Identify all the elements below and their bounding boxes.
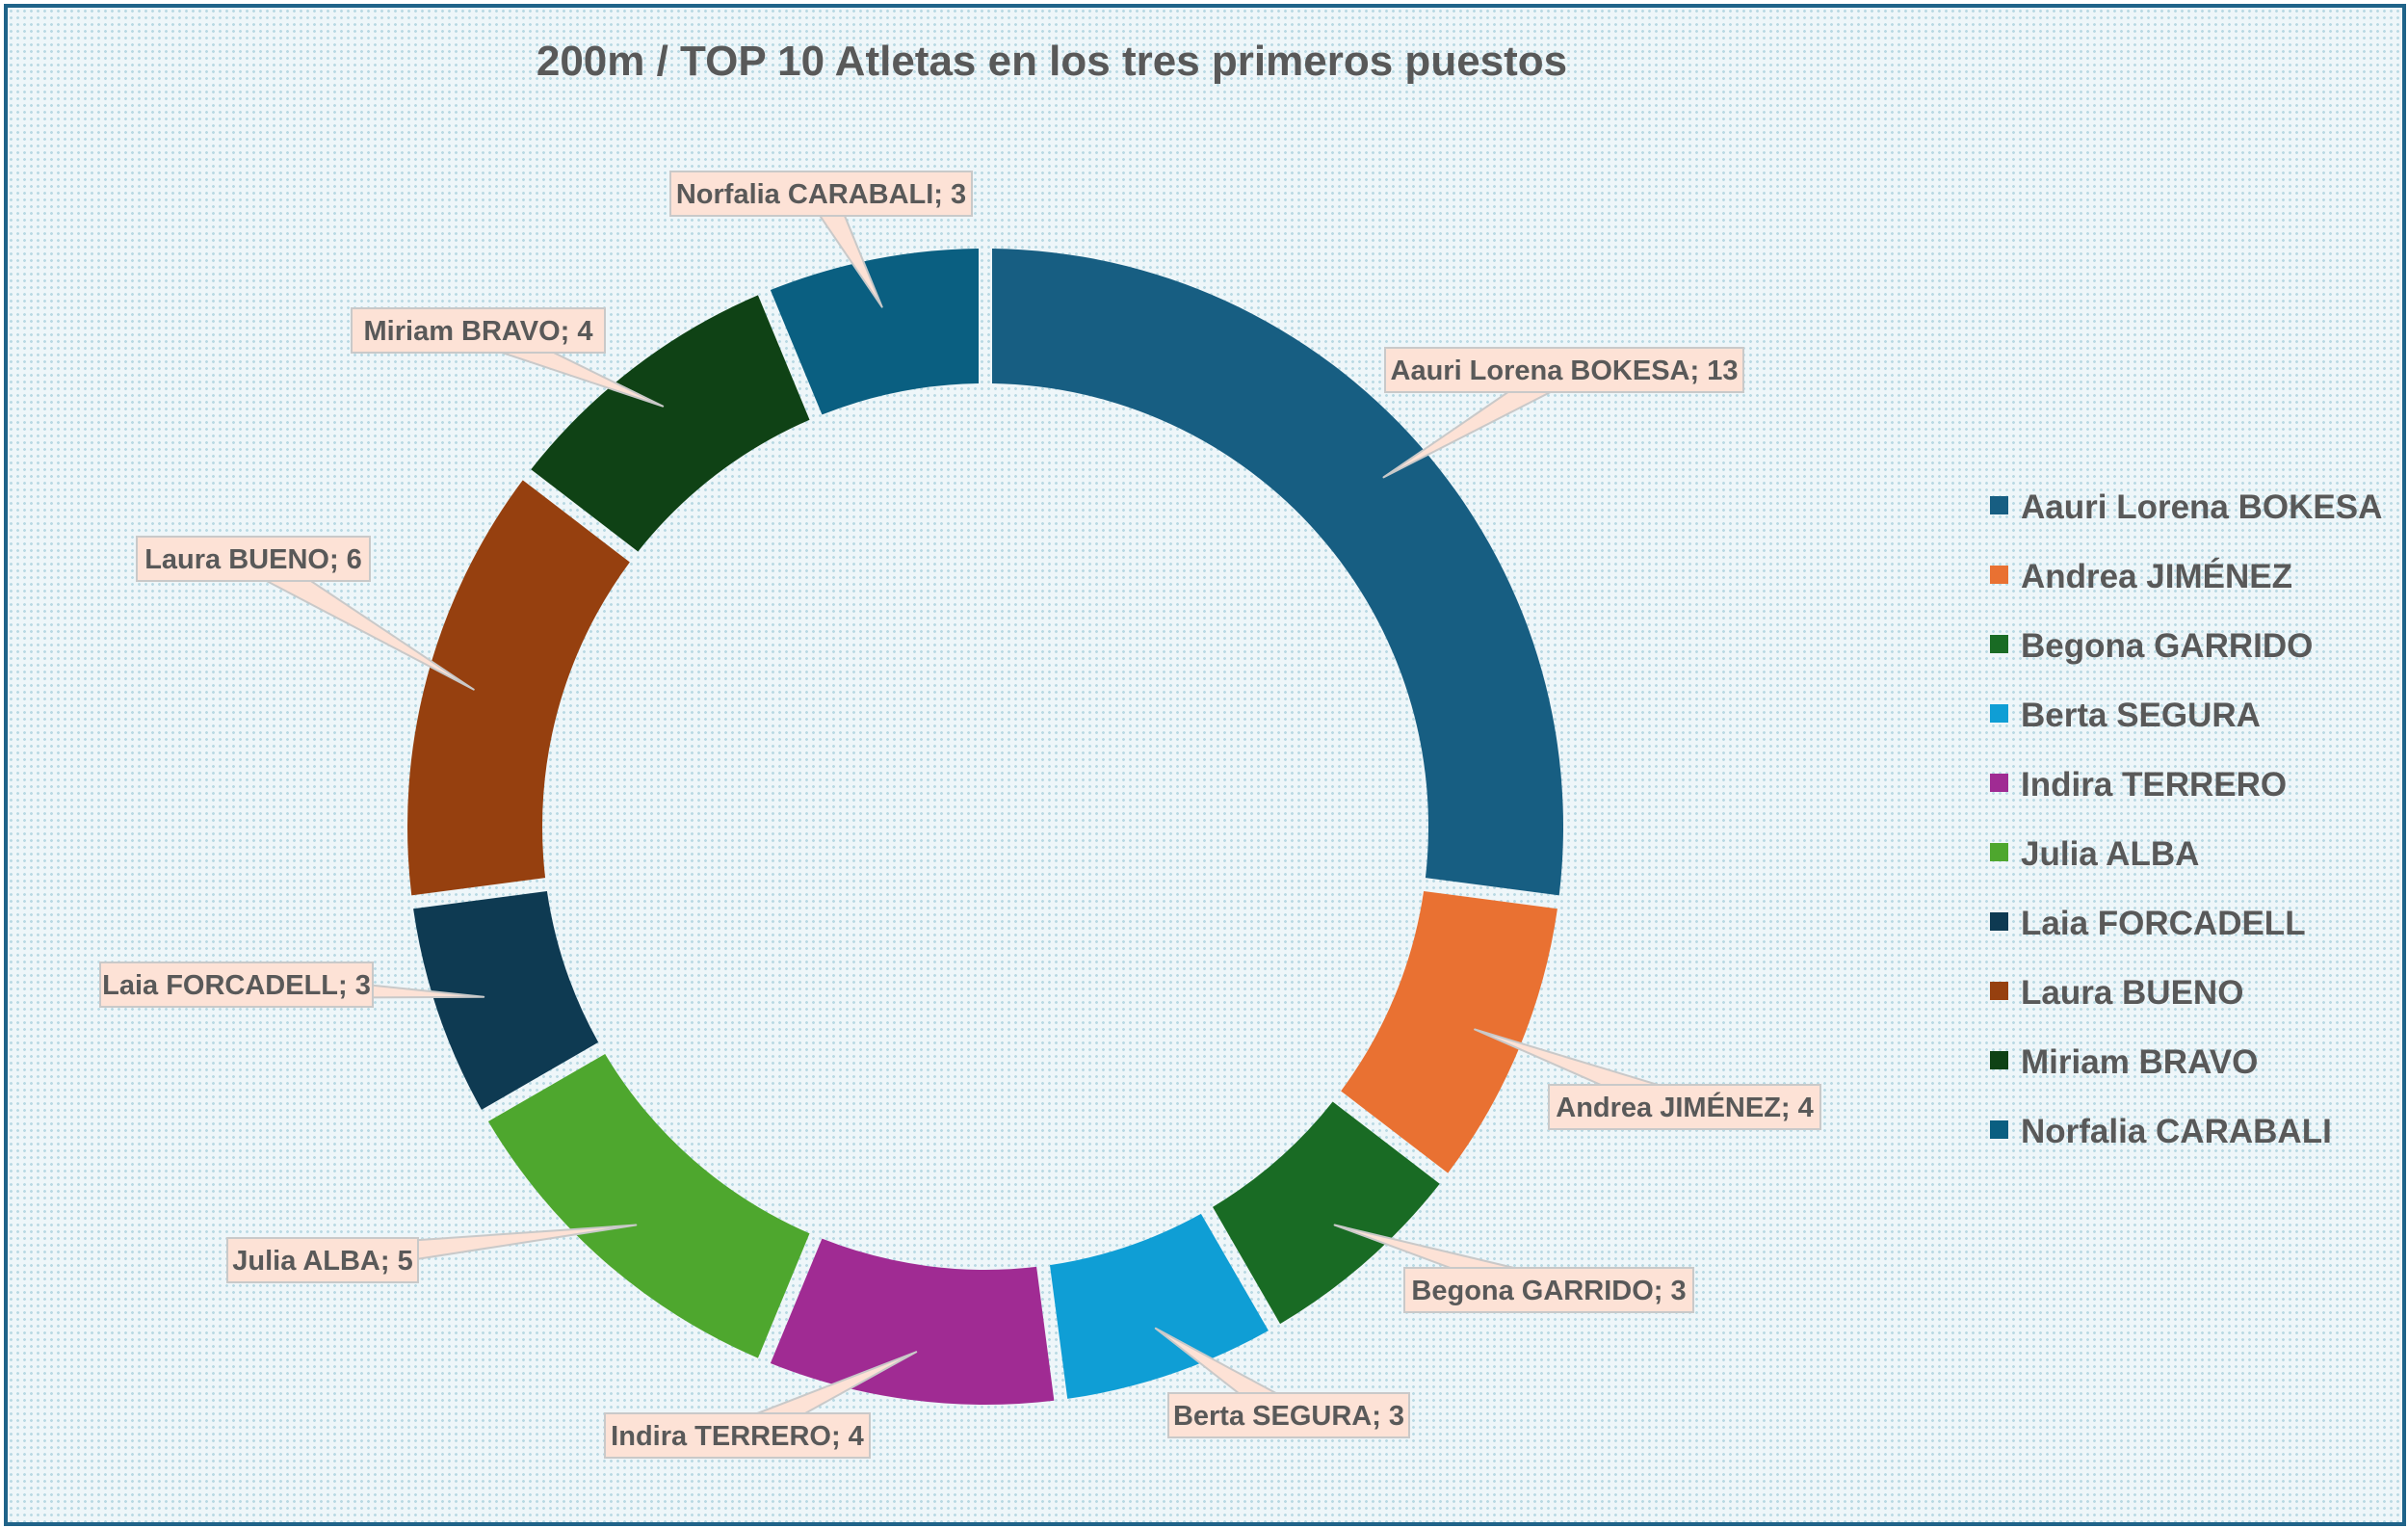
legend-swatch [1990, 635, 2008, 653]
data-label-aauri-lorena-bokesa: Aauri Lorena BOKESA; 13 [1382, 347, 1744, 479]
legend-item-laura-bueno: Laura BUENO [1990, 974, 2243, 1012]
callout-box [351, 307, 606, 354]
slice-julia-alba [487, 1054, 810, 1358]
doughnut-slices [406, 249, 1563, 1405]
legend-label: Berta SEGURA [2021, 697, 2261, 734]
legend-label: Aauri Lorena BOKESA [2021, 488, 2382, 526]
data-label-text: Laura BUENO; 6 [144, 544, 362, 575]
legend-swatch [1990, 912, 2008, 931]
legend-item-julia-alba: Julia ALBA [1990, 835, 2199, 873]
callout-box [604, 1412, 871, 1459]
legend: Aauri Lorena BOKESA Andrea JIMÉNEZ Begona … [1990, 488, 2382, 1150]
data-labels: Aauri Lorena BOKESA; 13 Andrea JIMÉNEZ; 4… [99, 171, 1821, 1459]
legend-swatch [1990, 496, 2008, 514]
callout-box [226, 1237, 419, 1283]
legend-swatch [1990, 1051, 2008, 1069]
legend-label: Begona GARRIDO [2021, 627, 2313, 665]
legend-item-norfalia-carabali: Norfalia CARABALI [1990, 1113, 2332, 1150]
data-label-text: Norfalia CARABALI; 3 [676, 179, 966, 210]
legend-swatch [1990, 704, 2008, 723]
slice-andrea-jimenez [1341, 890, 1557, 1173]
callout-box [99, 962, 374, 1008]
data-label-julia-alba: Julia ALBA; 5 [226, 1224, 638, 1283]
legend-swatch [1990, 566, 2008, 584]
slice-indira-terrero [770, 1238, 1055, 1405]
legend-item-aauri-lorena-bokesa: Aauri Lorena BOKESA [1990, 488, 2382, 526]
legend-label: Andrea JIMÉNEZ [2021, 557, 2292, 595]
legend-label: Miriam BRAVO [2021, 1043, 2258, 1081]
slice-berta-segura [1049, 1213, 1269, 1399]
legend-swatch [1990, 982, 2008, 1000]
data-label-norfalia-carabali: Norfalia CARABALI; 3 [669, 171, 973, 308]
slice-begona-garrido [1213, 1101, 1440, 1325]
slice-norfalia-carabali [770, 249, 980, 415]
legend-item-begona-garrido: Begona GARRIDO [1990, 627, 2313, 665]
data-label-text: Aauri Lorena BOKESA; 13 [1391, 356, 1739, 386]
data-label-text: Berta SEGURA; 3 [1173, 1401, 1404, 1432]
legend-label: Laia FORCADELL [2021, 905, 2306, 942]
chart-svg: 200m / TOP 10 Atletas en los tres primer… [99, 38, 2382, 1459]
data-label-berta-segura: Berta SEGURA; 3 [1154, 1327, 1410, 1438]
data-label-text: Indira TERRERO; 4 [611, 1421, 864, 1452]
legend-item-andrea-jimenez: Andrea JIMÉNEZ [1990, 557, 2292, 595]
legend-swatch [1990, 1120, 2008, 1139]
data-label-laia-forcadell: Laia FORCADELL; 3 [99, 962, 485, 1008]
data-label-andrea-jimenez: Andrea JIMÉNEZ; 4 [1474, 1028, 1821, 1130]
data-label-text: Begona GARRIDO; 3 [1411, 1276, 1686, 1306]
callout-box [1384, 347, 1744, 393]
legend-label: Julia ALBA [2021, 835, 2199, 873]
legend-item-laia-forcadell: Laia FORCADELL [1990, 905, 2306, 942]
callout-box [1548, 1084, 1821, 1130]
slice-aauri-lorena-bokesa [991, 249, 1563, 896]
slice-miriam-bravo [531, 295, 810, 552]
data-label-begona-garrido: Begona GARRIDO; 3 [1333, 1224, 1694, 1313]
chart-area: 200m / TOP 10 Atletas en los tres primer… [4, 4, 2406, 1526]
slice-laia-forcadell [413, 890, 599, 1110]
data-label-text: Julia ALBA; 5 [232, 1246, 412, 1277]
data-label-text: Miriam BRAVO; 4 [364, 316, 593, 347]
data-label-text: Laia FORCADELL; 3 [102, 970, 371, 1001]
legend-label: Laura BUENO [2021, 974, 2243, 1012]
chart-title: 200m / TOP 10 Atletas en los tres primer… [537, 38, 1567, 85]
legend-item-indira-terrero: Indira TERRERO [1990, 766, 2287, 804]
callout-box [1167, 1392, 1410, 1438]
legend-swatch [1990, 774, 2008, 792]
legend-item-miriam-bravo: Miriam BRAVO [1990, 1043, 2258, 1081]
data-label-laura-bueno: Laura BUENO; 6 [136, 536, 475, 691]
data-label-miriam-bravo: Miriam BRAVO; 4 [351, 307, 665, 408]
callout-box [1403, 1267, 1694, 1313]
legend-item-berta-segura: Berta SEGURA [1990, 697, 2261, 734]
data-label-text: Andrea JIMÉNEZ; 4 [1556, 1091, 1814, 1123]
callout-box [136, 536, 371, 582]
legend-swatch [1990, 843, 2008, 861]
legend-label: Norfalia CARABALI [2021, 1113, 2332, 1150]
slice-laura-bueno [406, 480, 630, 896]
legend-label: Indira TERRERO [2021, 766, 2287, 804]
data-label-indira-terrero: Indira TERRERO; 4 [604, 1351, 918, 1459]
callout-box [669, 171, 973, 217]
